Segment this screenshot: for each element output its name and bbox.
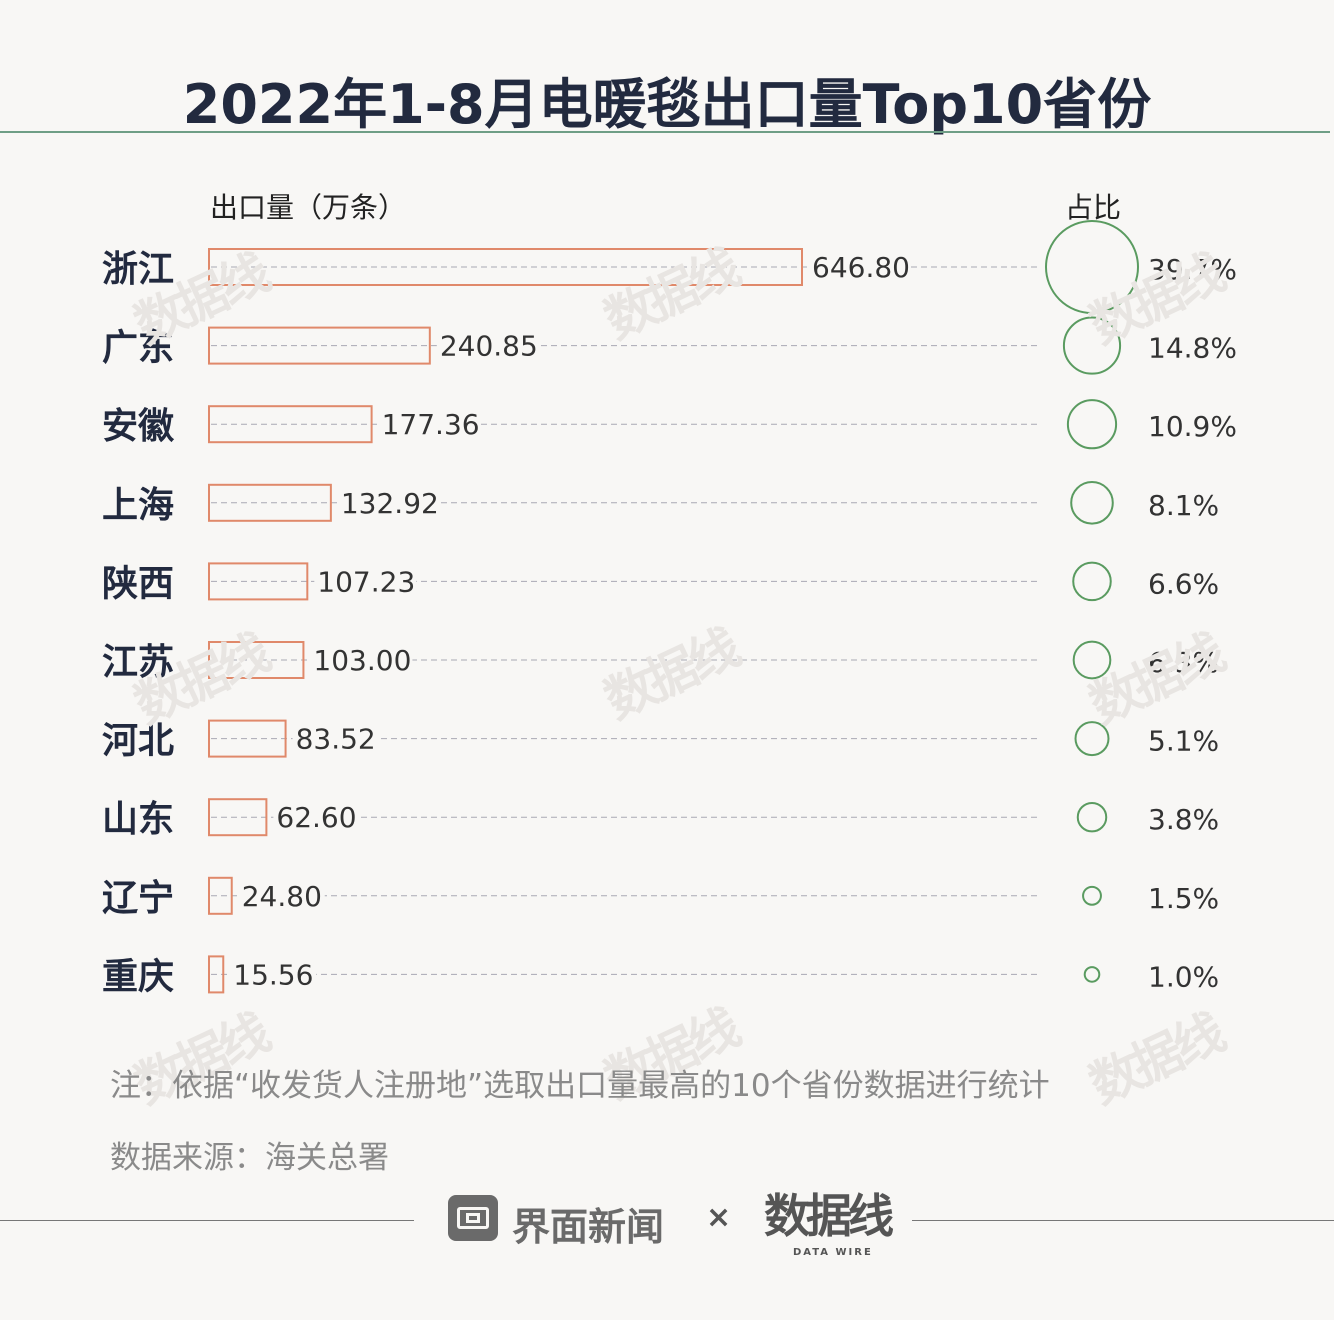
share-circle: [1076, 801, 1108, 833]
share-label: 39.7%: [1148, 253, 1237, 286]
footnote: 注：依据“收发货人注册地”选取出口量最高的10个省份数据进行统计: [110, 1068, 1050, 1104]
brand-name: 界面新闻: [512, 1205, 665, 1249]
category-label: 浙江: [102, 249, 174, 290]
value-label: 103.00: [313, 644, 411, 677]
footer-divider-left: [0, 1220, 414, 1221]
value-label-bg: [238, 878, 325, 913]
share-circle: [1083, 966, 1101, 983]
title-divider: [0, 131, 1330, 133]
value-label-bg: [809, 250, 911, 284]
value-label: 15.56: [233, 958, 313, 991]
category-label: 辽宁: [102, 878, 174, 919]
value-label: 62.60: [276, 801, 356, 834]
data-source: 数据来源：海关总署: [110, 1140, 389, 1176]
share-label: 5.1%: [1148, 725, 1219, 758]
bar: [208, 326, 431, 365]
value-label: 83.52: [296, 723, 376, 756]
share-circle: [1066, 399, 1118, 450]
bar: [208, 248, 803, 286]
value-label-bg: [337, 485, 440, 520]
value-label-bg: [436, 328, 539, 363]
partner-logo-subtitle: DATA WIRE: [793, 1247, 873, 1258]
category-label: 陕西: [102, 563, 174, 604]
category-label: 江苏: [102, 642, 174, 683]
share-circle: [1072, 640, 1112, 680]
share-label: 6.3%: [1148, 646, 1219, 679]
collab-separator: ×: [706, 1200, 732, 1235]
share-column-label: 占比: [1065, 191, 1122, 224]
value-label-bg: [292, 721, 379, 756]
value-label-bg: [230, 957, 317, 992]
value-label: 240.85: [440, 330, 538, 363]
share-circle: [1082, 885, 1102, 906]
value-label: 24.80: [242, 880, 322, 913]
share-label: 3.8%: [1148, 803, 1219, 836]
value-label: 132.92: [341, 487, 439, 520]
chart-title: 2022年1-8月电暖毯出口量Top10省份: [182, 73, 1152, 136]
bar: [208, 798, 268, 837]
share-label: 8.1%: [1148, 489, 1219, 522]
share-label: 10.9%: [1148, 410, 1237, 443]
value-label-bg: [378, 407, 481, 442]
value-label: 177.36: [382, 408, 480, 441]
category-label: 重庆: [102, 956, 174, 997]
bar: [208, 483, 332, 522]
category-label: 上海: [102, 485, 174, 526]
value-label-bg: [310, 643, 413, 677]
share-circle: [1072, 561, 1112, 602]
share-label: 6.6%: [1148, 567, 1219, 600]
bar: [208, 641, 305, 679]
footer-divider-right: [912, 1220, 1334, 1221]
bar: [208, 405, 373, 444]
share-circle: [1062, 316, 1122, 375]
share-label: 1.5%: [1148, 882, 1219, 915]
value-label-bg: [314, 564, 417, 599]
share-label: 1.0%: [1148, 960, 1219, 993]
value-label-bg: [273, 800, 360, 835]
category-label: 广东: [102, 328, 174, 369]
category-label: 河北: [102, 721, 174, 762]
share-circle: [1045, 220, 1139, 314]
bar-chart: 浙江 646.80 39.7% 广东 240.85 14.8% 安徽 177.36 10.9% 上…: [102, 220, 1237, 997]
value-label: 646.80: [812, 251, 910, 284]
bar: [208, 876, 233, 915]
partner-logo: 数据线: [764, 1189, 894, 1243]
brand-logo-icon: [448, 1195, 498, 1241]
bar: [208, 955, 225, 994]
category-label: 山东: [102, 799, 174, 840]
bar: [208, 562, 309, 601]
category-label: 安徽: [102, 406, 175, 447]
share-circle: [1074, 721, 1110, 757]
value-label: 107.23: [317, 565, 415, 598]
share-label: 14.8%: [1148, 332, 1237, 365]
bar: [208, 719, 287, 758]
value-axis-label: 出口量（万条）: [210, 191, 407, 224]
share-circle: [1070, 481, 1114, 525]
